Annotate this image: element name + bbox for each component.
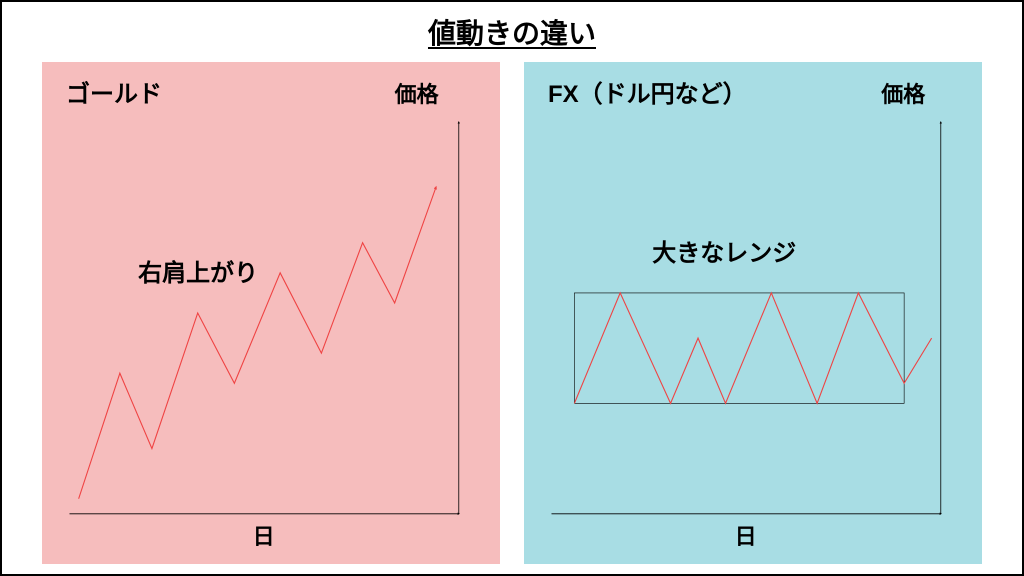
page-container: 値動きの違い — [0, 0, 1024, 576]
gold-x-axis-label: 日 — [253, 519, 275, 551]
fx-x-axis-label: 日 — [735, 519, 757, 551]
fx-y-axis-label: 価格 — [881, 77, 925, 109]
panel-fx: FX（ドル円など） 大きなレンジ 価格 日 — [524, 62, 982, 564]
panels-row: ゴールド 右肩上がり 価格 日 — [2, 62, 1022, 564]
panel-gold: ゴールド 右肩上がり 価格 日 — [42, 62, 500, 564]
fx-chart-svg — [524, 62, 982, 564]
panel-gold-title: ゴールド — [66, 74, 162, 109]
panel-fx-title: FX（ドル円など） — [548, 74, 747, 109]
gold-chart-svg — [42, 62, 500, 564]
range-box — [574, 293, 904, 403]
gold-y-axis-label: 価格 — [395, 77, 439, 109]
fx-range-line — [574, 293, 931, 403]
fx-annotation: 大きなレンジ — [652, 233, 796, 268]
page-title: 値動きの違い — [2, 12, 1022, 52]
gold-annotation: 右肩上がり — [138, 253, 258, 288]
gold-trend-line — [79, 188, 436, 499]
